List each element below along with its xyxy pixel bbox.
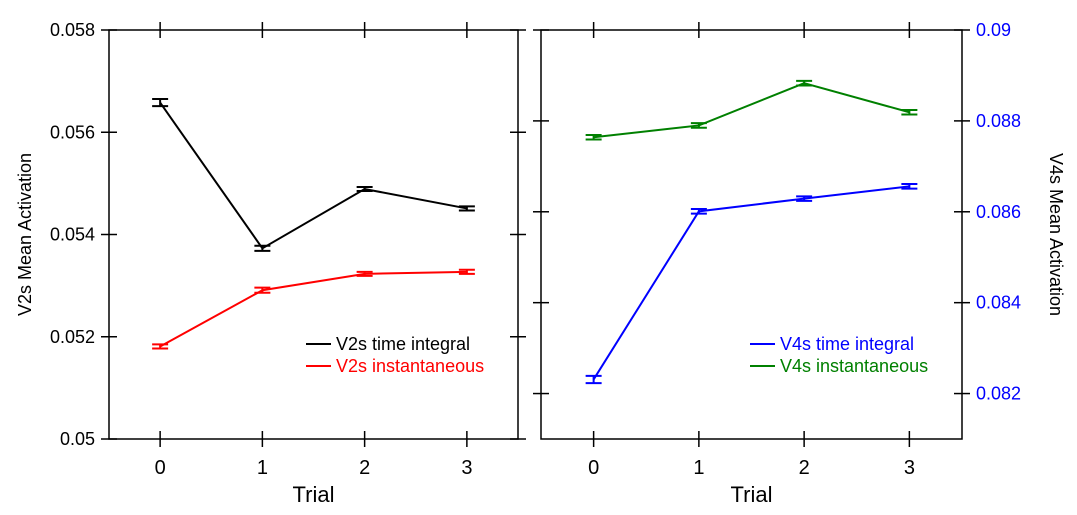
series-line-v4s-time-integral xyxy=(592,185,910,380)
v4s-series-group xyxy=(585,79,918,385)
v2s-x-tick-label-3: 3 xyxy=(461,457,472,479)
v4s-x-tick-label-2: 2 xyxy=(799,457,810,479)
v4s-x-tick-label-1: 1 xyxy=(693,457,704,479)
errorbar-v2s-instantaneous-3 xyxy=(458,268,475,275)
errorbar-v4s-instantaneous-0 xyxy=(585,133,602,141)
v2s-y-tick-label-0-054: 0.054 xyxy=(50,225,95,245)
v2s-y-tick-label-0-05: 0.05 xyxy=(60,429,95,449)
errorbar-v2s-time-integral-0 xyxy=(152,98,169,108)
errorbar-v4s-instantaneous-1 xyxy=(690,122,707,129)
v4s-y-tick-label-0-09: 0.09 xyxy=(976,20,1011,40)
errorbar-v4s-time-integral-1 xyxy=(690,208,707,215)
series-line-v2s-instantaneous xyxy=(159,270,467,348)
errorbar-v4s-instantaneous-3 xyxy=(901,108,918,116)
v2s-y-tick-label-0-056: 0.056 xyxy=(50,122,95,142)
v4s-x-tick-label-3: 3 xyxy=(904,457,915,479)
v4s-legend: V4s time integral V4s instantaneous xyxy=(750,334,928,376)
errorbar-v4s-instantaneous-2 xyxy=(796,79,813,87)
errorbar-v2s-time-integral-3 xyxy=(458,205,475,212)
errorbar-v2s-instantaneous-2 xyxy=(356,270,373,277)
v2s-x-tick-label-0: 0 xyxy=(155,457,166,479)
v2s-x-axis-title: Trial xyxy=(293,482,335,507)
v4s-plot-frame xyxy=(540,29,963,440)
errorbar-v2s-time-integral-2 xyxy=(356,185,373,193)
v2s-y-axis: 0.05 0.052 0.054 0.056 0.058 xyxy=(50,20,526,449)
v2s-plot-frame xyxy=(108,29,519,440)
v2s-x-axis: 0 1 2 3 xyxy=(155,22,472,479)
v2s-legend: V2s time integral V2s instantaneous xyxy=(306,334,484,376)
v4s-y-axis-title: V4s Mean Activation xyxy=(1046,153,1066,316)
v4s-x-axis-title: Trial xyxy=(731,482,773,507)
v4s-legend-label-instantaneous: V4s instantaneous xyxy=(780,356,928,376)
v4s-legend-label-time-integral: V4s time integral xyxy=(780,334,914,354)
errorbar-v2s-time-integral-1 xyxy=(254,244,271,252)
v4s-y-axis: 0.082 0.084 0.086 0.088 0.09 xyxy=(533,20,1021,404)
v2s-x-tick-label-1: 1 xyxy=(257,457,268,479)
v4s-y-tick-label-0-088: 0.088 xyxy=(976,111,1021,131)
errorbar-v4s-time-integral-0 xyxy=(585,374,602,385)
v4s-x-tick-label-0: 0 xyxy=(588,457,599,479)
v4s-y-tick-label-0-086: 0.086 xyxy=(976,202,1021,222)
v2s-y-tick-label-0-058: 0.058 xyxy=(50,20,95,40)
v4s-panel: 0.082 0.084 0.086 0.088 0.09 0 1 2 3 Trial V4s … xyxy=(533,20,1066,507)
v4s-x-axis: 0 1 2 3 xyxy=(588,22,915,479)
series-line-v2s-time-integral xyxy=(159,102,468,250)
errorbar-v4s-time-integral-2 xyxy=(796,195,813,202)
errorbar-v2s-instantaneous-0 xyxy=(152,343,169,350)
v4s-y-tick-label-0-084: 0.084 xyxy=(976,293,1021,313)
v2s-y-axis-title: V2s Mean Activation xyxy=(15,153,35,316)
v2s-panel: 0.05 0.052 0.054 0.056 0.058 0 1 2 3 Trial V2s … xyxy=(15,20,526,507)
errorbar-v4s-time-integral-3 xyxy=(901,183,918,190)
series-line-v4s-instantaneous xyxy=(593,82,910,139)
v2s-y-tick-label-0-052: 0.052 xyxy=(50,327,95,347)
v2s-series-group xyxy=(152,98,475,350)
v4s-y-tick-label-0-082: 0.082 xyxy=(976,384,1021,404)
v2s-x-tick-label-2: 2 xyxy=(359,457,370,479)
v2s-legend-label-time-integral: V2s time integral xyxy=(336,334,470,354)
errorbar-v2s-instantaneous-1 xyxy=(254,286,271,294)
v2s-legend-label-instantaneous: V2s instantaneous xyxy=(336,356,484,376)
